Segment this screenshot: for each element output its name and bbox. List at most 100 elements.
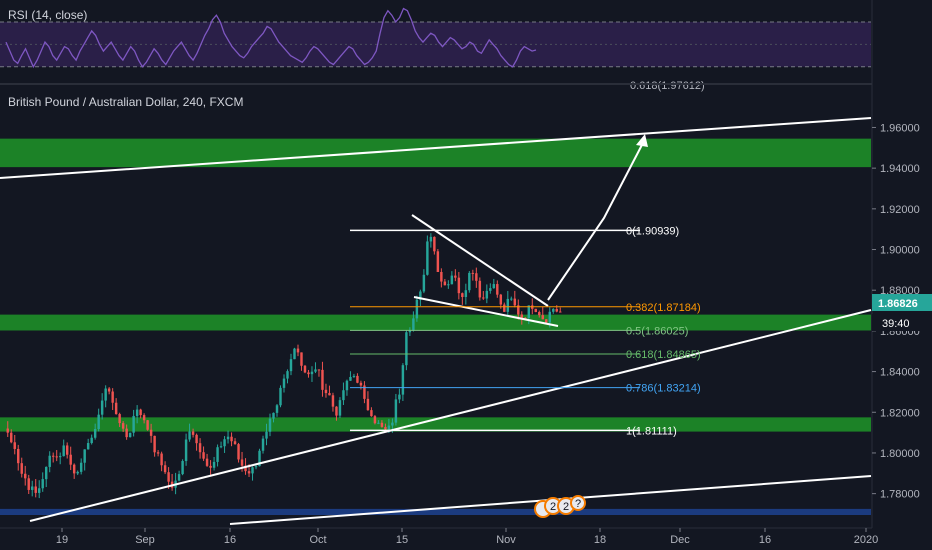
- price-tick-label: 1.94000: [880, 163, 920, 175]
- zone-band[interactable]: [0, 417, 871, 432]
- candle: [422, 274, 426, 292]
- candle: [100, 400, 104, 415]
- candle: [86, 443, 90, 450]
- candle: [216, 447, 219, 462]
- candle: [142, 415, 146, 421]
- time-tick-label: Nov: [496, 534, 516, 546]
- candle: [338, 400, 342, 416]
- candle: [506, 298, 510, 312]
- candle: [58, 456, 62, 458]
- rising-trendline[interactable]: [29, 309, 872, 522]
- candle: [17, 448, 20, 464]
- candle: [27, 478, 30, 490]
- candle: [34, 486, 37, 493]
- fib-label: 0.618(1.84865): [626, 349, 701, 361]
- candle: [195, 434, 198, 444]
- time-tick-label: 18: [594, 534, 606, 546]
- candle: [156, 452, 160, 454]
- wedge-lower-line[interactable]: [413, 296, 559, 327]
- candle: [20, 463, 23, 474]
- candle: [384, 426, 387, 430]
- candle: [69, 454, 72, 465]
- candle: [471, 272, 475, 274]
- candle: [149, 429, 153, 436]
- rsi-legend: RSI (14, close): [8, 8, 87, 22]
- zone-band[interactable]: [0, 508, 871, 515]
- price-tick-label: 1.96000: [880, 122, 920, 134]
- price-tick-label: 1.92000: [880, 204, 920, 216]
- candle: [401, 365, 405, 395]
- time-axis[interactable]: 19 Sep 16 Oct 15 Nov 18 Dec 16 2020: [56, 528, 878, 546]
- last-price-tag: 1.86826 39:40: [872, 294, 932, 331]
- candle: [258, 450, 261, 467]
- candle: [118, 414, 121, 424]
- candle: [387, 425, 391, 430]
- candle: [268, 418, 272, 432]
- candle: [419, 291, 422, 300]
- candle: [93, 428, 97, 438]
- zone-band[interactable]: [0, 314, 871, 331]
- zone-band[interactable]: [0, 138, 871, 168]
- candle: [83, 449, 86, 463]
- candle: [121, 423, 125, 429]
- candle: [153, 435, 156, 453]
- candle: [104, 388, 107, 401]
- last-price: 1.86826: [878, 298, 918, 310]
- price-axis[interactable]: 1.960001.940001.920001.900001.880001.860…: [872, 122, 920, 501]
- zones: [0, 138, 871, 515]
- candle: [307, 372, 310, 375]
- candle: [436, 251, 440, 272]
- candle: [286, 371, 289, 379]
- event-badge-unknown: ?: [575, 498, 581, 510]
- fib-label: 0.5(1.86025): [626, 325, 688, 337]
- projection-arrow[interactable]: [547, 138, 646, 301]
- event-badges[interactable]: 2 2 ?: [534, 495, 586, 518]
- candle: [251, 467, 254, 474]
- candle: [489, 288, 492, 291]
- candle: [377, 422, 380, 424]
- candle: [160, 453, 163, 466]
- time-tick-label: 16: [224, 534, 236, 546]
- candle: [24, 473, 27, 479]
- candle: [244, 465, 247, 472]
- candle: [296, 348, 300, 353]
- candle: [450, 275, 454, 285]
- candle: [328, 393, 331, 396]
- time-axis-bg[interactable]: [0, 528, 932, 550]
- candle: [457, 277, 461, 294]
- candle: [125, 428, 128, 438]
- candle: [394, 399, 398, 423]
- time-tick-label: Oct: [309, 534, 326, 546]
- price-tick-label: 1.90000: [880, 245, 920, 257]
- candle: [310, 371, 314, 375]
- time-tick-label: Dec: [670, 534, 690, 546]
- candle: [426, 241, 429, 275]
- partial-fib-label: 0.618(1.97612): [630, 80, 705, 92]
- candle: [475, 273, 478, 281]
- upper-trendline[interactable]: [0, 117, 872, 179]
- candle: [293, 348, 296, 360]
- time-tick-label: 19: [56, 534, 68, 546]
- candle: [247, 471, 251, 474]
- price-axis-bg[interactable]: [872, 0, 932, 528]
- candle: [146, 420, 149, 430]
- candle: [405, 332, 408, 366]
- fib-levels: 0(1.90939) 0.382(1.87184) 0.5(1.86025) 0.61…: [350, 225, 701, 437]
- candle: [272, 412, 275, 419]
- candle: [492, 284, 496, 289]
- candle: [10, 432, 13, 443]
- candle: [48, 455, 51, 467]
- candle: [496, 284, 499, 295]
- candle: [233, 441, 237, 445]
- candle: [205, 458, 209, 466]
- candle: [412, 318, 415, 331]
- event-badge-icon[interactable]: [570, 495, 586, 511]
- time-tick-label: 16: [759, 534, 771, 546]
- event-badge-count: 2: [563, 501, 569, 513]
- candle: [345, 380, 349, 391]
- fib-label: 0.786(1.83214): [626, 383, 701, 395]
- candle: [107, 388, 111, 392]
- candle: [226, 436, 230, 440]
- time-tick-label: Sep: [135, 534, 155, 546]
